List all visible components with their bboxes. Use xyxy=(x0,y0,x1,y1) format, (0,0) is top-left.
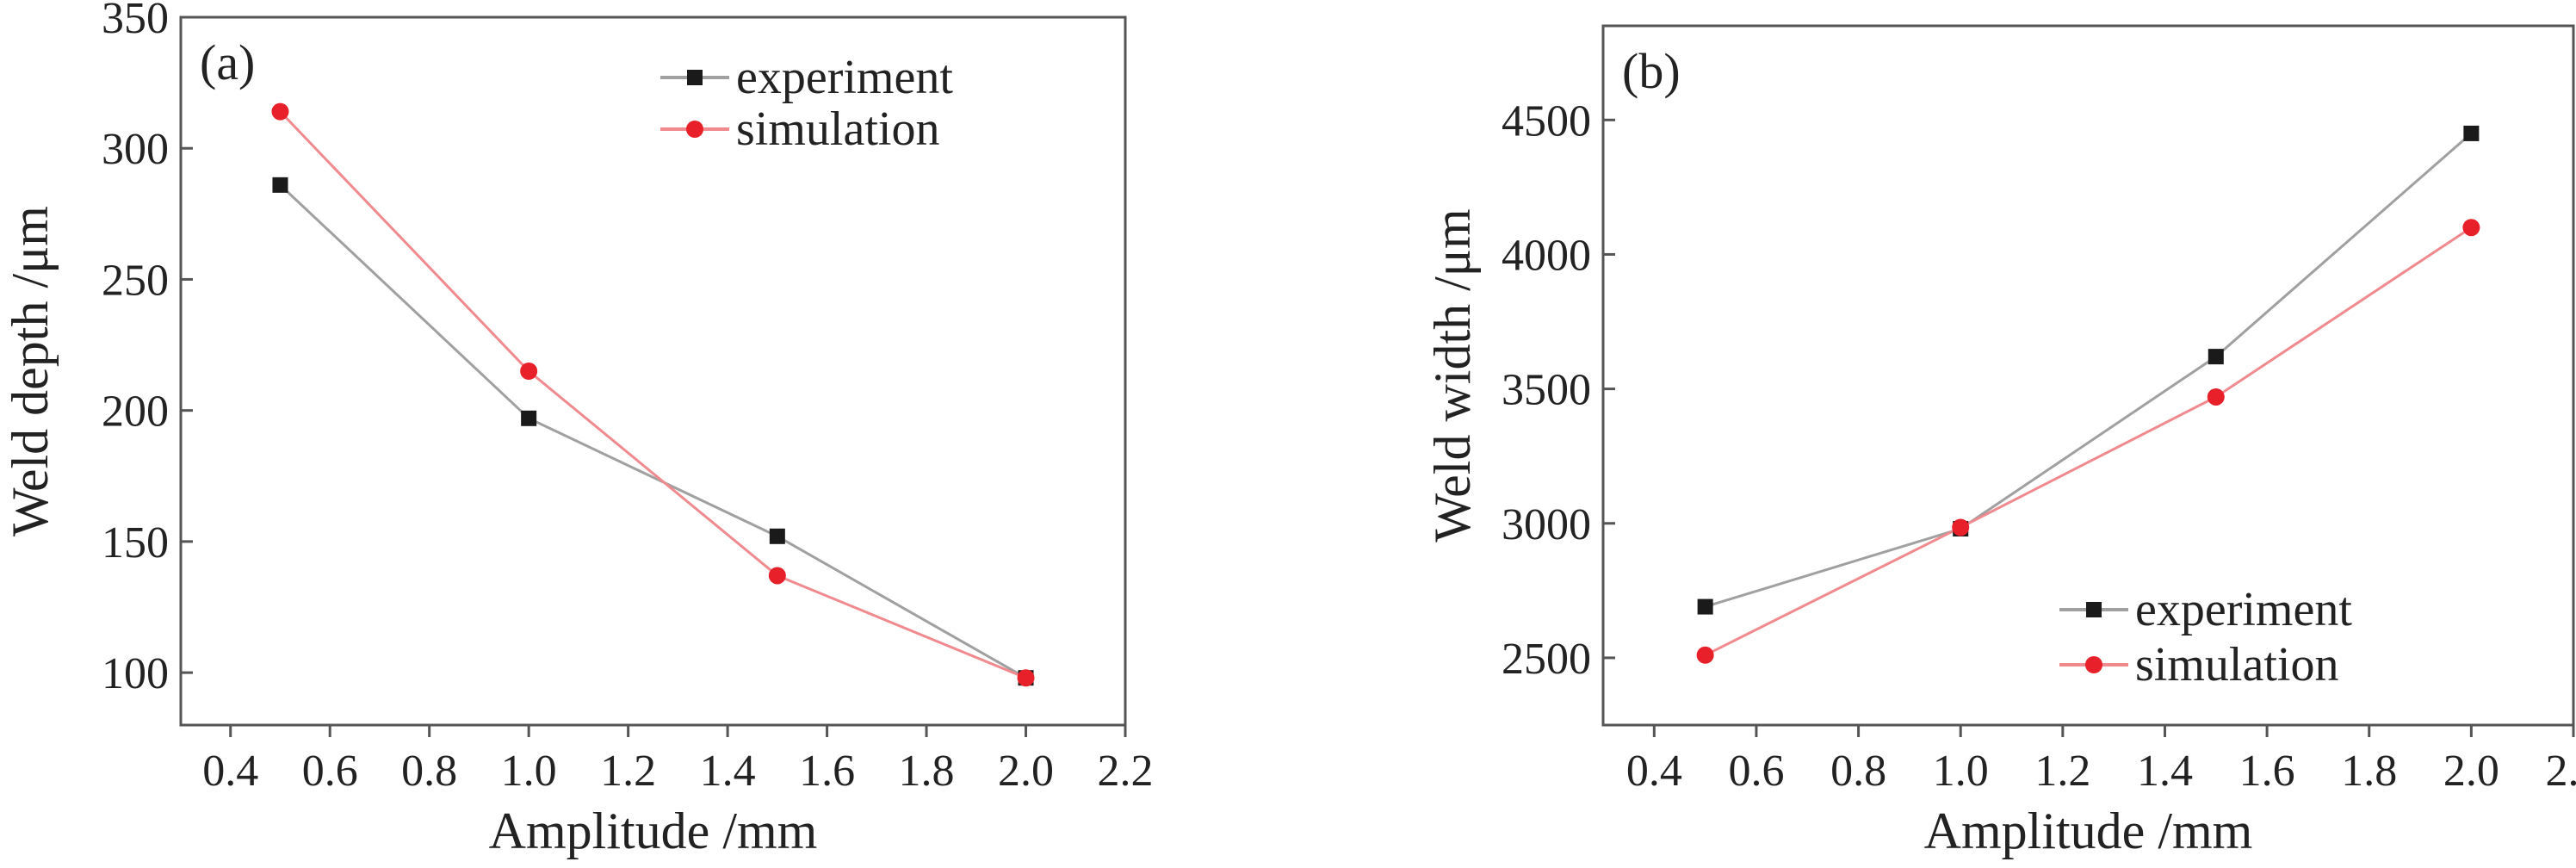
panel-a-weld-depth-chart: 100 150 200 250 300 350 0.4 0.6 0.8 1.0 1.2 1.4 1.6 1… xyxy=(2,0,1154,859)
x-tick-label: 1.2 xyxy=(2034,747,2090,796)
series-line-experiment xyxy=(1705,132,2473,609)
y-tick-label: 4500 xyxy=(1502,96,1591,146)
data-point-simulation xyxy=(2462,219,2480,237)
y-axis-title: Weld width /μm xyxy=(1424,208,1481,542)
data-point-experiment xyxy=(2463,125,2480,141)
data-point-experiment xyxy=(272,177,288,193)
x-tick-label: 1.0 xyxy=(1933,747,1989,796)
panel-b-weld-width-chart: 2500 3000 3500 4000 4500 0.4 0.6 0.8 1.0 1.2 1.4 1.… xyxy=(1424,24,2576,859)
data-point-simulation xyxy=(2207,388,2225,406)
x-tick-label: 2.0 xyxy=(998,747,1054,796)
series-line-simulation xyxy=(1704,226,2473,657)
x-tick-label: 0.8 xyxy=(1830,747,1886,796)
data-point-simulation xyxy=(1952,518,1970,536)
y-tick-label: 200 xyxy=(102,388,169,437)
y-tick-label: 3000 xyxy=(1502,500,1591,549)
y-tick-label: 4000 xyxy=(1502,231,1591,280)
data-point-experiment xyxy=(2208,349,2224,365)
panel-label: (b) xyxy=(1622,43,1681,99)
x-tick-label: 1.8 xyxy=(899,747,955,796)
x-tick-label: 0.4 xyxy=(202,747,258,796)
x-tick-label: 1.4 xyxy=(700,747,756,796)
x-tick-label: 1.6 xyxy=(2239,747,2295,796)
series-line-experiment xyxy=(279,183,1027,679)
y-tick-label: 150 xyxy=(102,518,169,567)
x-tick-label: 0.4 xyxy=(1626,747,1682,796)
x-tick-label: 0.6 xyxy=(1728,747,1784,796)
data-point-experiment xyxy=(769,528,785,544)
data-point-simulation xyxy=(1017,669,1035,687)
y-tick-label: 250 xyxy=(102,256,169,305)
x-tick-label: 2.2 xyxy=(1098,747,1154,796)
legend-marker-experiment xyxy=(2086,602,2102,617)
plot-frame xyxy=(179,16,1127,727)
legend-label-simulation: simulation xyxy=(736,102,939,156)
legend-label-experiment: experiment xyxy=(736,51,953,104)
y-tick-label: 3500 xyxy=(1502,366,1591,415)
y-tick-label: 2500 xyxy=(1502,635,1591,684)
x-tick-label: 1.2 xyxy=(600,747,656,796)
data-point-experiment xyxy=(521,410,537,426)
y-tick-label: 100 xyxy=(102,649,169,698)
legend-label-simulation: simulation xyxy=(2135,638,2338,691)
x-tick-label: 1.4 xyxy=(2137,747,2193,796)
data-point-simulation xyxy=(271,102,289,121)
x-tick-label: 1.6 xyxy=(799,747,855,796)
legend-label-experiment: experiment xyxy=(2135,583,2352,636)
series-line-simulation xyxy=(279,110,1027,679)
legend-marker-simulation xyxy=(2085,656,2102,673)
y-axis-title: Weld depth /μm xyxy=(2,206,59,536)
x-tick-label: 0.6 xyxy=(302,747,358,796)
legend-marker-experiment xyxy=(687,70,703,85)
x-axis-title: Amplitude /mm xyxy=(1924,803,2253,859)
y-tick-label: 350 xyxy=(102,0,169,43)
x-tick-label: 1.8 xyxy=(2341,747,2397,796)
x-tick-label: 2.2 xyxy=(2546,747,2576,796)
data-point-simulation xyxy=(520,363,538,380)
x-tick-label: 1.0 xyxy=(501,747,557,796)
data-point-simulation xyxy=(1696,646,1714,664)
data-point-simulation xyxy=(768,567,786,585)
x-tick-label: 0.8 xyxy=(401,747,457,796)
y-tick-label: 300 xyxy=(102,125,169,174)
legend-marker-simulation xyxy=(686,121,703,138)
x-tick-label: 2.0 xyxy=(2443,747,2499,796)
plot-frame xyxy=(1601,24,2575,727)
data-point-experiment xyxy=(1697,598,1713,615)
x-axis-title: Amplitude /mm xyxy=(489,803,818,859)
panel-label: (a) xyxy=(200,34,255,90)
